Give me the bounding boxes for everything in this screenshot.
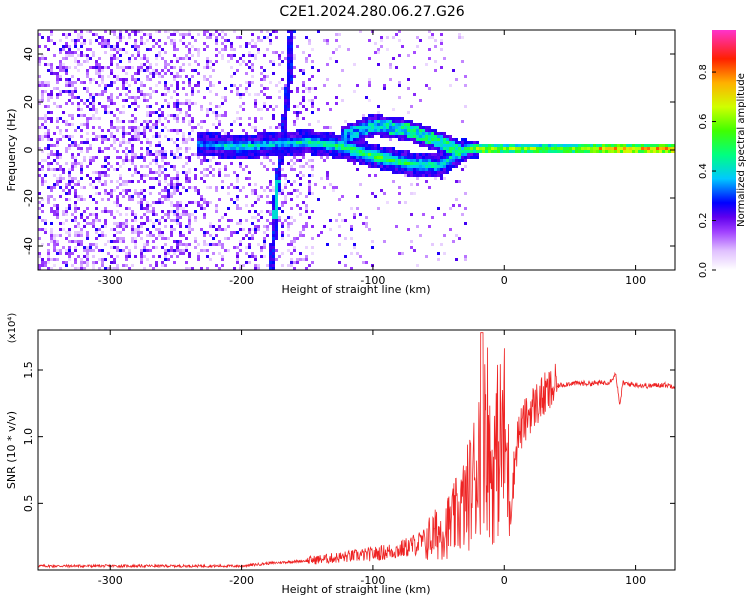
y-tick-label: 1.5	[22, 361, 35, 379]
heatmap-cells	[38, 30, 675, 270]
x-tick-label: -300	[98, 574, 123, 587]
y-tick-label: 0.5	[22, 495, 35, 513]
top-x-axis-label: Height of straight line (km)	[281, 283, 430, 296]
colorbar-label: Normalized spectral amplitude	[736, 73, 747, 227]
bottom-y-ticks: 0.5 1.0 1.5	[22, 361, 675, 512]
snr-frame	[37, 329, 676, 571]
x-tick-label: 100	[625, 274, 646, 287]
chart-title: C2E1.2024.280.06.27.G26	[279, 4, 464, 20]
x-tick-label: 0	[501, 574, 508, 587]
top-x-ticks: -300 -200 -100 0 100	[98, 30, 646, 287]
y-tick-label: 1.0	[22, 428, 35, 446]
y-tick-label: 40	[22, 47, 35, 61]
snr-background	[38, 330, 675, 570]
top-y-ticks: -40 -20 0 20 40	[22, 47, 675, 255]
colorbar-gradient	[712, 30, 736, 270]
top-y-axis-label: Frequency (Hz)	[5, 109, 18, 192]
x-tick-label: -300	[98, 274, 123, 287]
y-tick-label: -20	[22, 189, 35, 207]
colorbar-tick-label: 0.6	[698, 114, 709, 130]
colorbar: 0.0 0.2 0.4 0.6 0.8 Normalized spectral ampl…	[698, 30, 747, 278]
colorbar-tick-label: 0.8	[698, 64, 709, 80]
y-tick-label: -40	[22, 237, 35, 255]
snr-plot: -300 -200 -100 0 100 0.5 1.0 1.5 Height of str…	[5, 313, 676, 596]
bottom-y-scale-label: (x10⁴)	[7, 313, 18, 344]
snr-series-line	[38, 332, 675, 569]
bottom-y-axis-label: SNR (10 * v/v)	[5, 411, 18, 489]
bottom-x-ticks: -300 -200 -100 0 100	[98, 330, 646, 587]
x-tick-label: -200	[229, 574, 254, 587]
x-tick-label: 100	[625, 574, 646, 587]
x-tick-label: -200	[229, 274, 254, 287]
colorbar-tick-label: 0.4	[698, 163, 709, 179]
colorbar-tick-label: 0.0	[698, 262, 709, 278]
y-tick-label: 0	[22, 147, 35, 154]
x-tick-label: -100	[360, 274, 385, 287]
y-tick-label: 20	[22, 95, 35, 109]
colorbar-ticks: 0.0 0.2 0.4 0.6 0.8	[698, 64, 716, 278]
bottom-x-axis-label: Height of straight line (km)	[281, 583, 430, 596]
x-tick-label: 0	[501, 274, 508, 287]
x-tick-label: -100	[360, 574, 385, 587]
colorbar-tick-label: 0.2	[698, 213, 709, 229]
